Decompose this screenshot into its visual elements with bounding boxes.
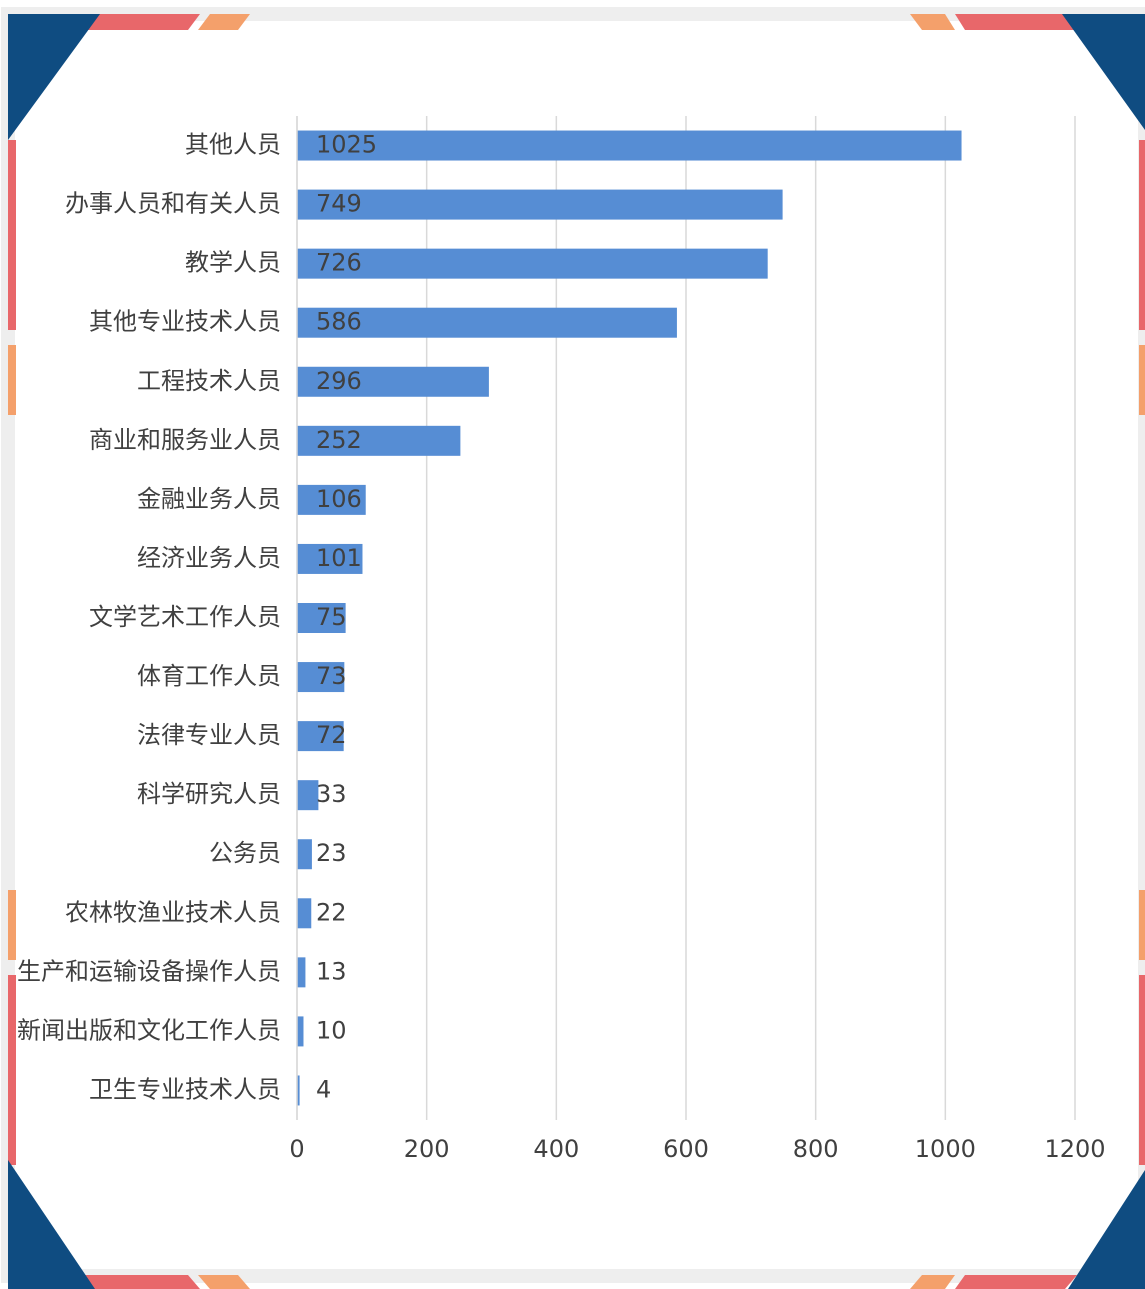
y-tick-label: 科学研究人员	[137, 780, 281, 808]
stripe	[910, 14, 955, 30]
corner	[8, 14, 100, 140]
stripe	[8, 975, 16, 1165]
stripe	[80, 1275, 200, 1289]
stripe	[8, 890, 16, 960]
bar	[297, 484, 366, 515]
x-tick-label: 800	[793, 1135, 839, 1163]
bar	[297, 1016, 304, 1047]
x-tick-label: 400	[533, 1135, 579, 1163]
bar	[297, 248, 768, 279]
data-label: 23	[316, 839, 347, 867]
bar	[297, 1075, 300, 1106]
data-label: 22	[316, 898, 347, 926]
bar	[297, 603, 346, 633]
y-tick-label: 文学艺术工作人员	[89, 603, 281, 631]
y-tick-label: 商业和服务业人员	[89, 426, 281, 454]
stripe	[8, 140, 16, 330]
stripe	[955, 1275, 1077, 1289]
y-tick-label: 金融业务人员	[137, 485, 281, 513]
bar	[297, 898, 312, 929]
data-label: 1025	[316, 131, 377, 159]
y-tick-label: 体育工作人员	[137, 662, 281, 690]
y-tick-label: 法律专业人员	[137, 721, 281, 749]
x-tick-label: 1000	[915, 1135, 976, 1163]
bar	[297, 957, 306, 988]
bar	[297, 662, 345, 693]
data-label: 726	[316, 249, 362, 277]
stripe	[8, 345, 16, 415]
data-label: 586	[316, 308, 362, 336]
data-label: 749	[316, 190, 362, 218]
x-tick-label: 600	[663, 1135, 709, 1163]
stripe	[955, 14, 1077, 30]
bar	[297, 189, 783, 220]
data-label: 4	[316, 1075, 331, 1103]
data-label: 73	[316, 662, 347, 690]
stripe	[910, 1275, 955, 1289]
data-label: 10	[316, 1016, 347, 1044]
bar	[297, 130, 962, 161]
corner	[8, 1160, 95, 1289]
stripe	[1139, 345, 1145, 415]
y-tick-label: 农林牧渔业技术人员	[65, 898, 281, 926]
stripe	[1139, 975, 1145, 1165]
bar	[297, 366, 489, 397]
data-label: 106	[316, 485, 362, 513]
x-tick-label: 0	[289, 1135, 304, 1163]
frame-border	[1, 7, 1145, 1283]
corner	[1068, 1170, 1145, 1289]
stripe	[1139, 890, 1145, 960]
data-label: 33	[316, 780, 347, 808]
x-tick-label: 200	[404, 1135, 450, 1163]
stripe	[198, 14, 250, 30]
corner	[1062, 14, 1145, 130]
y-tick-label: 公务员	[209, 839, 281, 867]
y-tick-label: 其他人员	[185, 131, 281, 159]
data-label: 252	[316, 426, 362, 454]
bar	[297, 839, 312, 870]
stripe	[198, 1275, 250, 1289]
y-tick-label: 教学人员	[185, 249, 281, 277]
y-tick-label: 工程技术人员	[137, 367, 281, 395]
data-label: 13	[316, 957, 347, 985]
x-tick-label: 1200	[1044, 1135, 1105, 1163]
stripe	[1139, 140, 1145, 330]
y-tick-label: 其他专业技术人员	[89, 308, 281, 336]
bar	[297, 543, 363, 574]
bar	[297, 307, 677, 338]
y-tick-label: 新闻出版和文化工作人员	[17, 1016, 281, 1044]
bar	[297, 425, 461, 456]
y-tick-label: 卫生专业技术人员	[89, 1075, 281, 1103]
data-label: 296	[316, 367, 362, 395]
y-tick-label: 办事人员和有关人员	[65, 190, 281, 218]
bar	[297, 721, 344, 752]
data-label: 72	[316, 721, 347, 749]
y-tick-label: 经济业务人员	[137, 544, 281, 572]
stripe	[80, 14, 200, 30]
y-tick-label: 生产和运输设备操作人员	[17, 957, 281, 985]
data-label: 101	[316, 544, 362, 572]
data-label: 75	[316, 603, 347, 631]
bar	[297, 780, 319, 811]
